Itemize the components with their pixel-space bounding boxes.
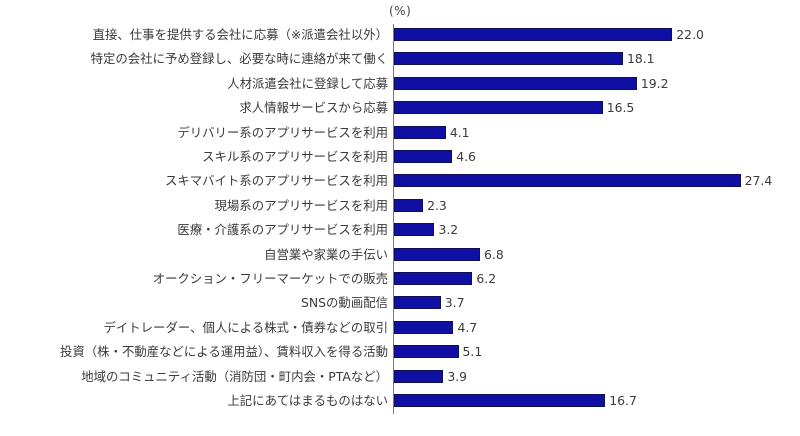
bar-row: 医療・介護系のアプリサービスを利用 3.2 [0, 218, 800, 242]
value-label: 2.3 [427, 197, 447, 213]
category-label: デイトレーダー、個人による株式・債券などの取引 [103, 319, 389, 335]
value-label: 22.0 [676, 27, 704, 42]
unit-label: (%) [389, 4, 412, 18]
category-label: 求人情報サービスから応募 [239, 100, 388, 116]
value-label: 16.5 [606, 100, 635, 116]
category-label: SNSの動画配信 [301, 295, 388, 311]
category-label: 特定の会社に予め登録し、必要な時に連絡が来て働く [90, 51, 388, 67]
category-label: 現場系のアプリサービスを利用 [214, 197, 388, 213]
bar [394, 345, 459, 359]
value-label: 3.7 [444, 295, 465, 311]
bar [394, 198, 424, 212]
value-label: 5.1 [462, 344, 483, 360]
category-label: スキル系のアプリサービスを利用 [202, 149, 388, 164]
bar-row: 自営業や家業の手伝い 6.8 [0, 243, 800, 267]
value-label: 6.8 [484, 246, 504, 262]
bar [394, 223, 435, 237]
value-label: 3.2 [438, 222, 459, 238]
bar-row: 投資（株・不動産などによる運用益）、賃料収入を得る活動 5.1 [0, 340, 800, 364]
bar-row: 人材派遣会社に登録して応募 19.2 [0, 72, 800, 96]
bar [394, 369, 444, 383]
value-label: 4.6 [456, 149, 476, 164]
bar-row: デイトレーダー、個人による株式・債券などの取引 4.7 [0, 316, 800, 340]
value-label: 16.7 [609, 393, 637, 408]
category-label: 人材派遣会社に登録して応募 [227, 75, 388, 91]
value-label: 3.9 [447, 368, 468, 384]
bar-row: スキマバイト系のアプリサービスを利用 27.4 [0, 169, 800, 193]
category-axis-line [393, 24, 394, 414]
category-label: 自営業や家業の手伝い [264, 246, 388, 262]
value-label: 6.2 [476, 271, 497, 286]
bar [394, 394, 606, 407]
bar [394, 52, 623, 66]
value-label: 27.4 [744, 173, 773, 189]
value-label: 4.1 [449, 124, 470, 140]
bar-row: オークション・フリーマーケットでの販売 6.2 [0, 267, 800, 291]
bar [394, 247, 481, 261]
bar [394, 101, 603, 115]
value-label: 18.1 [626, 51, 655, 67]
category-label: 上記にあてはまるものはない [227, 393, 388, 408]
bar-row: 求人情報サービスから応募 16.5 [0, 96, 800, 120]
bar-row: 現場系のアプリサービスを利用 2.3 [0, 194, 800, 218]
bar [394, 296, 441, 310]
category-label: スキマバイト系のアプリサービスを利用 [164, 173, 388, 189]
category-label: 直接、仕事を提供する会社に応募（※派遣会社以外） [92, 27, 388, 42]
bar-row: 直接、仕事を提供する会社に応募（※派遣会社以外） 22.0 [0, 23, 800, 47]
category-label: 医療・介護系のアプリサービスを利用 [177, 222, 388, 238]
bar-row: 上記にあてはまるものはない 16.7 [0, 389, 800, 413]
bar-row: 地域のコミュニティ活動（消防団・町内会・PTAなど） 3.9 [0, 365, 800, 389]
bar [394, 320, 454, 334]
category-label: 投資（株・不動産などによる運用益）、賃料収入を得る活動 [60, 344, 388, 360]
bar [394, 150, 453, 163]
value-label: 4.7 [457, 319, 478, 335]
category-label: デリバリー系のアプリサービスを利用 [177, 124, 388, 140]
bar [394, 125, 446, 139]
bar [394, 76, 637, 90]
bar-row: スキル系のアプリサービスを利用 4.6 [0, 145, 800, 169]
bar-row: デリバリー系のアプリサービスを利用 4.1 [0, 121, 800, 145]
value-label: 19.2 [640, 75, 669, 91]
category-label: オークション・フリーマーケットでの販売 [152, 271, 388, 286]
bar-row: 特定の会社に予め登録し、必要な時に連絡が来て働く 18.1 [0, 47, 800, 71]
bar [394, 174, 741, 188]
bar [394, 272, 473, 285]
bar-row: SNSの動画配信 3.7 [0, 291, 800, 315]
category-label: 地域のコミュニティ活動（消防団・町内会・PTAなど） [81, 368, 388, 384]
bar [394, 28, 673, 41]
